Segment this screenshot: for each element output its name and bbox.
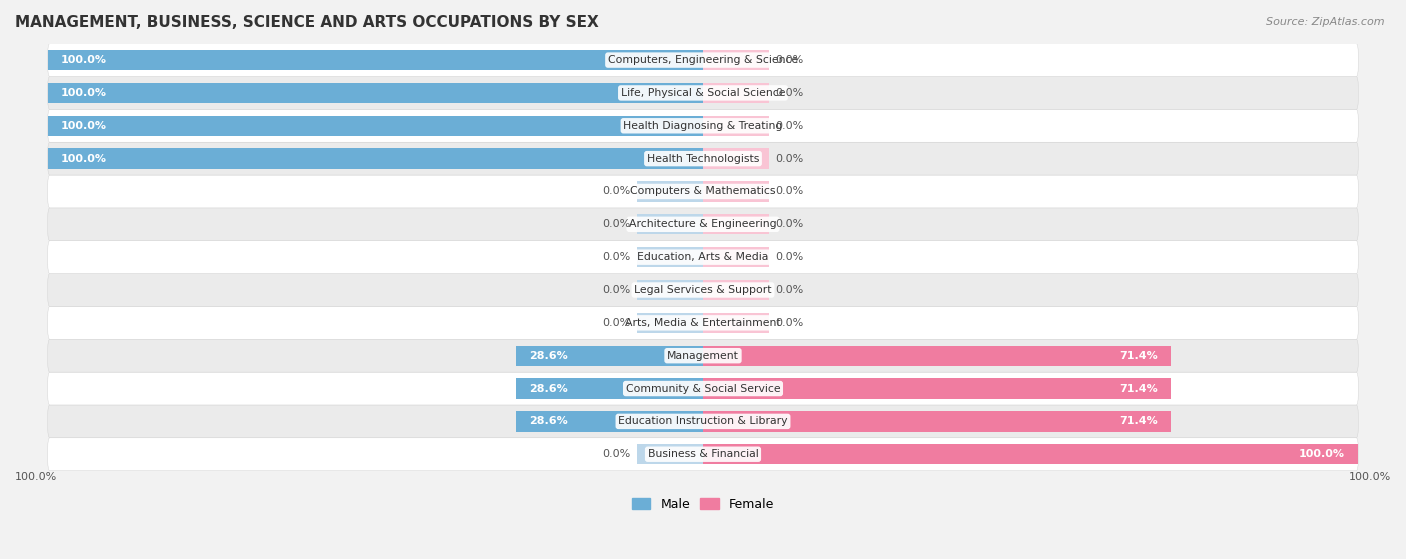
Bar — [637, 444, 703, 465]
Text: 0.0%: 0.0% — [775, 219, 803, 229]
Bar — [703, 444, 1358, 465]
Text: Computers & Mathematics: Computers & Mathematics — [630, 187, 776, 196]
Text: 100.0%: 100.0% — [60, 55, 107, 65]
Bar — [637, 312, 703, 333]
Bar — [703, 181, 769, 202]
FancyBboxPatch shape — [48, 77, 1358, 110]
Bar — [703, 280, 769, 300]
FancyBboxPatch shape — [48, 110, 1358, 142]
Text: Architecture & Engineering: Architecture & Engineering — [630, 219, 776, 229]
Bar — [703, 83, 769, 103]
Text: 100.0%: 100.0% — [1348, 472, 1391, 482]
Text: Arts, Media & Entertainment: Arts, Media & Entertainment — [626, 318, 780, 328]
Text: 100.0%: 100.0% — [1299, 449, 1346, 459]
Bar — [48, 83, 703, 103]
Bar — [516, 378, 703, 399]
Text: 28.6%: 28.6% — [529, 350, 568, 361]
Bar — [703, 116, 769, 136]
Text: Management: Management — [666, 350, 740, 361]
Text: Health Technologists: Health Technologists — [647, 154, 759, 164]
FancyBboxPatch shape — [48, 241, 1358, 273]
Text: 0.0%: 0.0% — [775, 88, 803, 98]
FancyBboxPatch shape — [48, 306, 1358, 339]
Bar — [703, 247, 769, 267]
Bar — [48, 116, 703, 136]
FancyBboxPatch shape — [48, 405, 1358, 438]
Text: 0.0%: 0.0% — [775, 154, 803, 164]
FancyBboxPatch shape — [48, 372, 1358, 405]
FancyBboxPatch shape — [48, 208, 1358, 241]
Text: 0.0%: 0.0% — [603, 252, 631, 262]
Bar — [48, 50, 703, 70]
Bar — [516, 411, 703, 432]
FancyBboxPatch shape — [48, 273, 1358, 306]
Text: 100.0%: 100.0% — [60, 154, 107, 164]
FancyBboxPatch shape — [48, 175, 1358, 208]
Text: 71.4%: 71.4% — [1119, 416, 1157, 427]
Text: MANAGEMENT, BUSINESS, SCIENCE AND ARTS OCCUPATIONS BY SEX: MANAGEMENT, BUSINESS, SCIENCE AND ARTS O… — [15, 15, 599, 30]
Text: Health Diagnosing & Treating: Health Diagnosing & Treating — [623, 121, 783, 131]
Bar — [703, 149, 769, 169]
Text: Business & Financial: Business & Financial — [648, 449, 758, 459]
Text: 28.6%: 28.6% — [529, 383, 568, 394]
Text: Community & Social Service: Community & Social Service — [626, 383, 780, 394]
Bar — [637, 181, 703, 202]
Bar — [703, 345, 1171, 366]
Text: 0.0%: 0.0% — [775, 285, 803, 295]
Text: 0.0%: 0.0% — [603, 285, 631, 295]
Text: 0.0%: 0.0% — [603, 187, 631, 196]
Text: 0.0%: 0.0% — [603, 318, 631, 328]
FancyBboxPatch shape — [48, 44, 1358, 77]
Text: 0.0%: 0.0% — [775, 121, 803, 131]
Text: 0.0%: 0.0% — [775, 55, 803, 65]
FancyBboxPatch shape — [48, 339, 1358, 372]
Bar — [637, 214, 703, 234]
Text: 71.4%: 71.4% — [1119, 383, 1157, 394]
Text: 0.0%: 0.0% — [775, 187, 803, 196]
Bar — [637, 247, 703, 267]
Bar — [703, 411, 1171, 432]
Bar — [516, 345, 703, 366]
Text: Source: ZipAtlas.com: Source: ZipAtlas.com — [1267, 17, 1385, 27]
Bar — [703, 214, 769, 234]
Text: 28.6%: 28.6% — [529, 416, 568, 427]
Text: 0.0%: 0.0% — [775, 318, 803, 328]
Text: Life, Physical & Social Science: Life, Physical & Social Science — [621, 88, 785, 98]
FancyBboxPatch shape — [48, 142, 1358, 175]
Text: 0.0%: 0.0% — [603, 219, 631, 229]
Text: Education, Arts & Media: Education, Arts & Media — [637, 252, 769, 262]
Bar — [637, 280, 703, 300]
Text: 0.0%: 0.0% — [775, 252, 803, 262]
Text: 0.0%: 0.0% — [603, 449, 631, 459]
Text: 100.0%: 100.0% — [60, 88, 107, 98]
Text: Legal Services & Support: Legal Services & Support — [634, 285, 772, 295]
FancyBboxPatch shape — [48, 438, 1358, 471]
Text: Education Instruction & Library: Education Instruction & Library — [619, 416, 787, 427]
Bar — [703, 50, 769, 70]
Text: Computers, Engineering & Science: Computers, Engineering & Science — [607, 55, 799, 65]
Legend: Male, Female: Male, Female — [627, 492, 779, 515]
Text: 71.4%: 71.4% — [1119, 350, 1157, 361]
Bar — [703, 312, 769, 333]
Bar — [703, 378, 1171, 399]
Text: 100.0%: 100.0% — [15, 472, 58, 482]
Text: 100.0%: 100.0% — [60, 121, 107, 131]
Bar — [48, 149, 703, 169]
